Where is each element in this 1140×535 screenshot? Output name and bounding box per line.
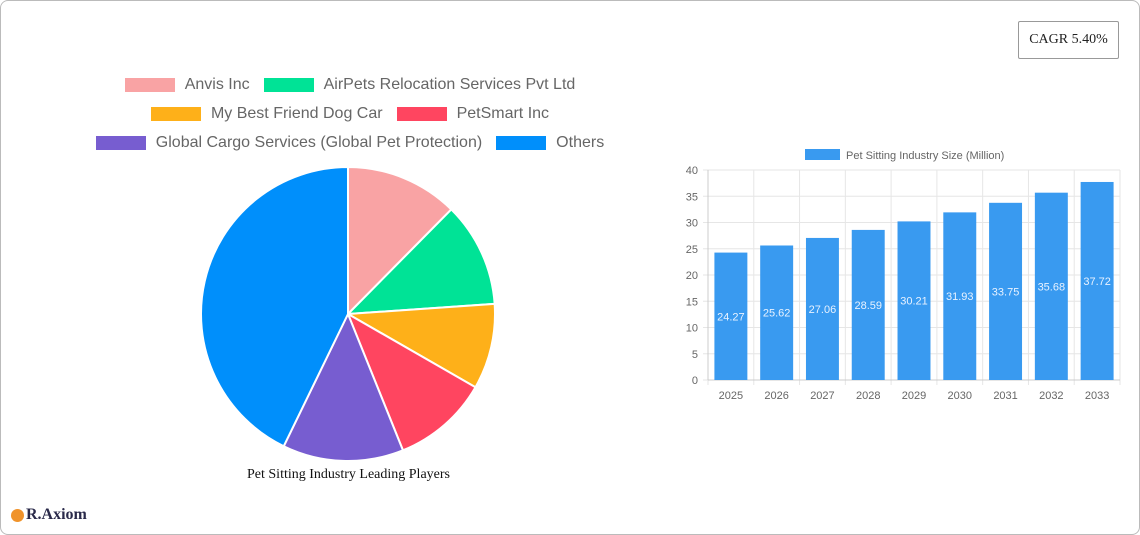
- x-tick-label: 2029: [902, 390, 926, 402]
- bar[interactable]: [714, 252, 748, 380]
- y-tick-label: 5: [692, 349, 698, 361]
- legend-swatch: [95, 136, 146, 150]
- legend-item[interactable]: PetSmart Inc: [396, 105, 550, 123]
- legend-swatch: [263, 78, 314, 92]
- bar-value-label: 25.62: [763, 308, 791, 320]
- y-tick-label: 40: [686, 165, 698, 177]
- pie-title: Pet Sitting Industry Leading Players: [247, 467, 450, 482]
- legend-item[interactable]: Global Cargo Services (Global Pet Protec…: [95, 134, 483, 152]
- bar-value-label: 30.21: [900, 296, 928, 308]
- bar-value-label: 31.93: [946, 291, 974, 303]
- y-tick-label: 10: [686, 323, 698, 335]
- pie-slice[interactable]: [344, 302, 496, 389]
- legend-swatch: [124, 78, 175, 92]
- legend-item[interactable]: AirPets Relocation Services Pvt Ltd: [263, 76, 576, 94]
- x-tick-label: 2027: [810, 390, 834, 402]
- pie-slice[interactable]: [345, 207, 496, 316]
- legend-label: Global Cargo Services (Global Pet Protec…: [155, 134, 483, 151]
- x-tick-label: 2032: [1039, 390, 1063, 402]
- bar-value-label: 37.72: [1083, 276, 1111, 288]
- legend-label: Others: [556, 134, 605, 151]
- legend-item[interactable]: Others: [496, 134, 604, 152]
- bar-value-label: 35.68: [1038, 281, 1066, 293]
- logo-text: R.Axiom: [26, 506, 87, 523]
- bar[interactable]: [897, 221, 931, 380]
- y-tick-label: 35: [686, 191, 698, 203]
- bar[interactable]: [805, 237, 839, 380]
- bar-value-label: 24.27: [717, 311, 745, 323]
- bar-legend-label: Pet Sitting Industry Size (Million): [846, 150, 1004, 162]
- legend-label: AirPets Relocation Services Pvt Ltd: [323, 76, 576, 93]
- bar-chart: Pet Sitting Industry Size (Million) 0 5 10 1…: [686, 149, 1121, 402]
- pie-slice[interactable]: [347, 165, 453, 317]
- bar-value-label: 28.59: [854, 300, 882, 312]
- legend-swatch: [496, 136, 547, 150]
- y-tick-label: 0: [692, 375, 698, 387]
- bar[interactable]: [760, 245, 794, 380]
- bar-legend-swatch: [805, 149, 840, 160]
- pie-slice[interactable]: [200, 165, 349, 448]
- pie-chart: [200, 165, 496, 462]
- bar[interactable]: [989, 202, 1023, 380]
- pie-slice[interactable]: [345, 311, 477, 452]
- cagr-badge: CAGR 5.40%: [1018, 21, 1119, 59]
- x-tick-label: 2033: [1085, 390, 1109, 402]
- bar[interactable]: [851, 229, 885, 380]
- legend-item[interactable]: My Best Friend Dog Car: [150, 105, 383, 123]
- pie-slice[interactable]: [282, 311, 405, 462]
- y-tick-label: 20: [686, 270, 698, 282]
- bar-value-label: 27.06: [809, 304, 837, 316]
- legend-swatch: [396, 107, 447, 121]
- legend-swatch: [150, 107, 201, 121]
- legend-label: My Best Friend Dog Car: [210, 105, 383, 122]
- logo: R.Axiom: [11, 506, 87, 524]
- x-tick-label: 2031: [993, 390, 1017, 402]
- legend-label: PetSmart Inc: [456, 105, 550, 122]
- logo-icon: [11, 508, 24, 522]
- legend-item[interactable]: Anvis Inc: [124, 76, 250, 94]
- x-tick-label: 2028: [856, 390, 880, 402]
- legend-label: Anvis Inc: [184, 76, 250, 93]
- bar[interactable]: [1034, 192, 1068, 380]
- y-tick-label: 25: [686, 244, 698, 256]
- x-tick-label: 2025: [719, 390, 743, 402]
- bar-value-label: 33.75: [992, 286, 1020, 298]
- y-tick-label: 15: [686, 296, 698, 308]
- x-tick-label: 2030: [948, 390, 972, 402]
- y-tick-label: 30: [686, 218, 698, 230]
- bar[interactable]: [1080, 181, 1114, 380]
- bar[interactable]: [943, 212, 977, 380]
- x-tick-label: 2026: [764, 390, 788, 402]
